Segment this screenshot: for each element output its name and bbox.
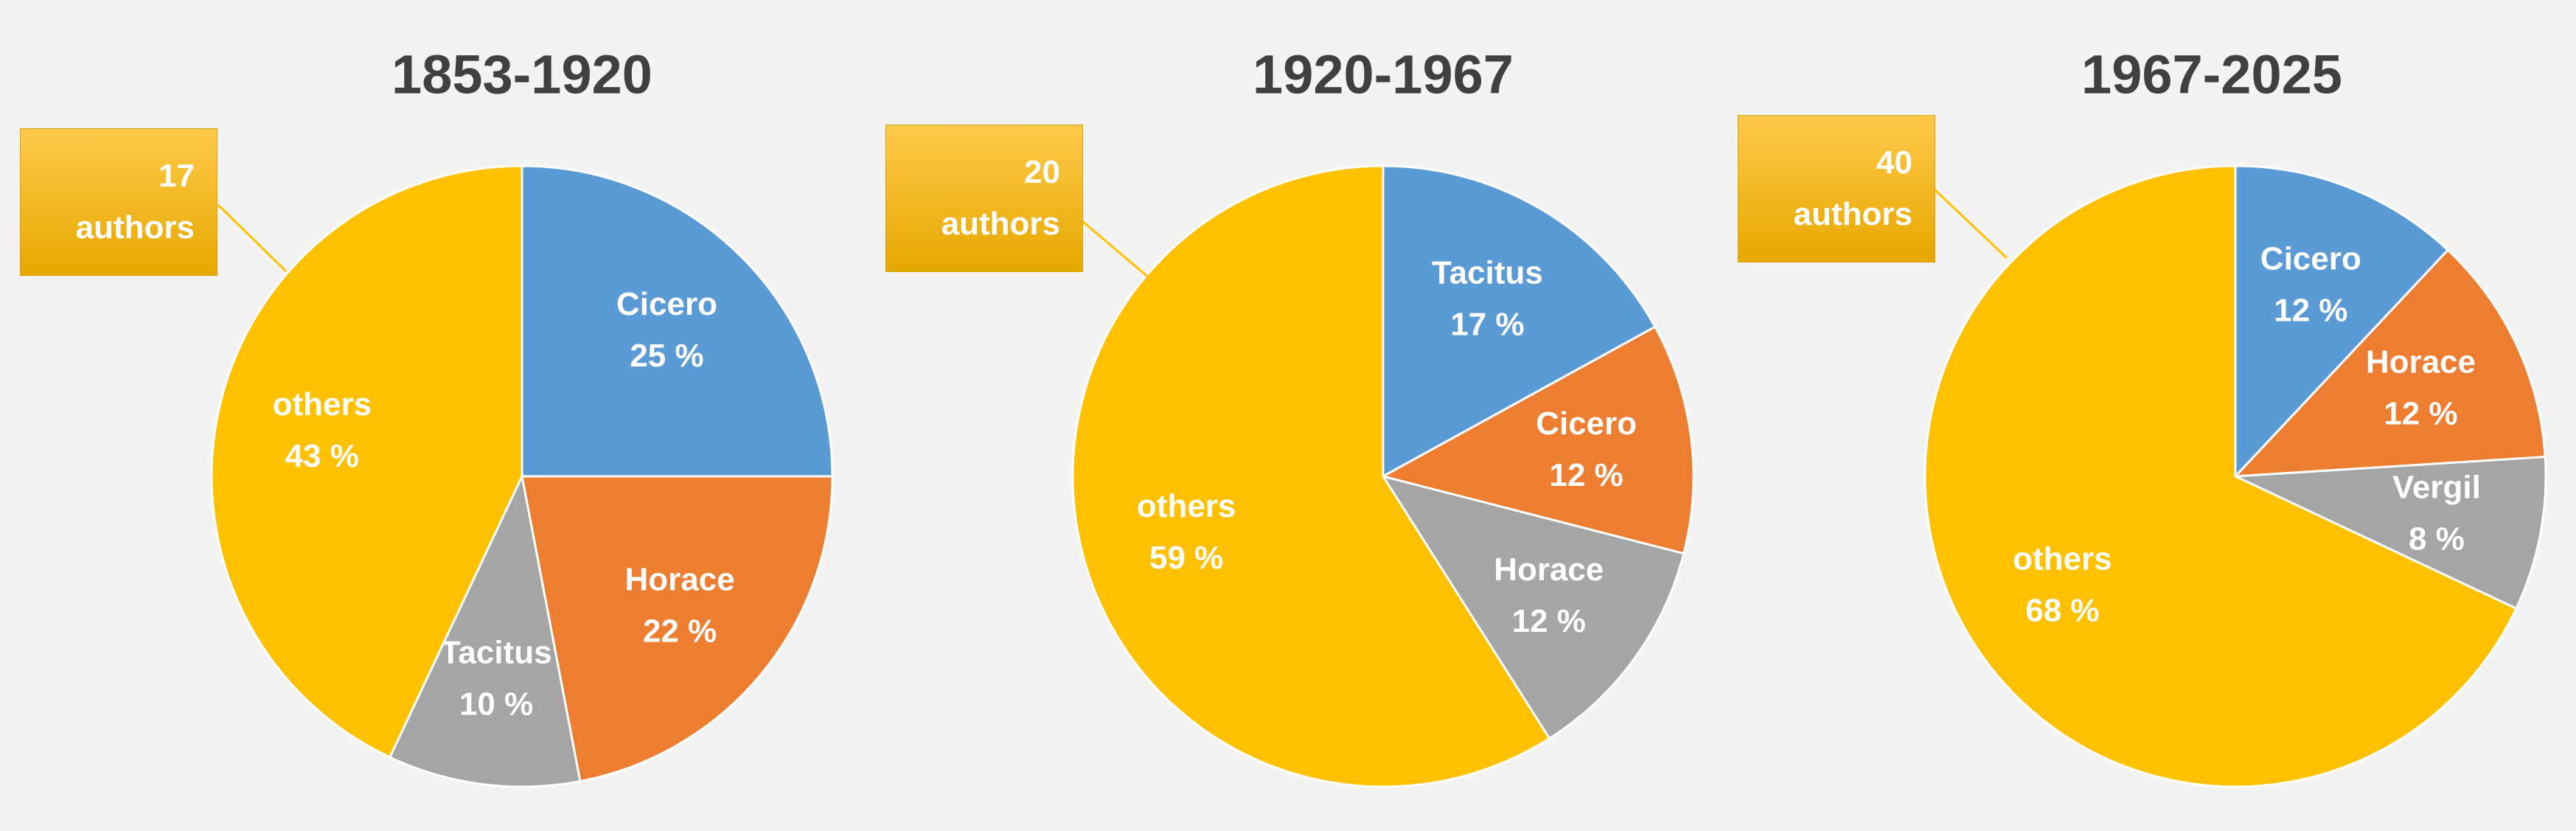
annotation-box: 40 authors (1738, 115, 1935, 262)
pie-slice (521, 164, 834, 478)
slice-value-label: 12 % (1512, 603, 1586, 639)
slice-value-label: 43 % (285, 438, 359, 474)
slice-label: Vergil (2392, 470, 2481, 506)
slice-value-label: 10 % (459, 686, 533, 722)
slice-value-label: 17 % (1450, 306, 1524, 342)
slice-label: Tacitus (1432, 254, 1543, 291)
pie-slice (210, 164, 523, 759)
slice-label: Horace (2366, 344, 2476, 380)
annotation-box: 20 authors (885, 125, 1083, 272)
slice-value-label: 12 % (2274, 292, 2347, 328)
slice-value-label: 59 % (1149, 540, 1223, 576)
annotation: 20 authors (941, 154, 1060, 242)
slice-label: Cicero (2260, 240, 2361, 277)
annotation: 17 authors (75, 158, 195, 246)
pie-slice (1071, 164, 1551, 788)
slice-value-label: 22 % (643, 613, 717, 650)
slice-label: others (2013, 541, 2112, 577)
leader-line (1934, 189, 2008, 260)
pie-slice (2235, 455, 2547, 611)
chart-title: 1853-1920 (391, 44, 652, 105)
pie-slice (1924, 164, 2518, 788)
slice-value-label: 12 % (1550, 457, 1623, 493)
slice-value-label: 25 % (630, 338, 703, 374)
pie-slice (521, 475, 834, 783)
pie-slice (1382, 164, 1657, 479)
slice-value-label: 8 % (2409, 521, 2465, 557)
leader-line (217, 204, 288, 273)
leader-line (1082, 220, 1151, 280)
chart-title: 1967-2025 (2081, 44, 2342, 105)
annotation-box: 17 authors (20, 128, 217, 276)
slice-label: Horace (625, 562, 735, 598)
annotation: 40 authors (1793, 145, 1912, 232)
slice-label: Cicero (616, 286, 717, 322)
slice-value-label: 12 % (2384, 395, 2457, 431)
pie-slice (1380, 474, 1685, 740)
slice-label: others (1137, 488, 1236, 524)
chart-title: 1920-1967 (1253, 44, 1514, 105)
slice-label: Cicero (1536, 406, 1637, 442)
pie-slice (2234, 164, 2450, 479)
slice-value-label: 68 % (2025, 593, 2099, 629)
pie-slice (1379, 325, 1695, 555)
pie-slice (388, 473, 582, 788)
pie-slice (2232, 248, 2547, 478)
slice-label: others (273, 386, 372, 423)
slice-label: Horace (1494, 552, 1604, 588)
slice-label: Tacitus (441, 634, 552, 670)
